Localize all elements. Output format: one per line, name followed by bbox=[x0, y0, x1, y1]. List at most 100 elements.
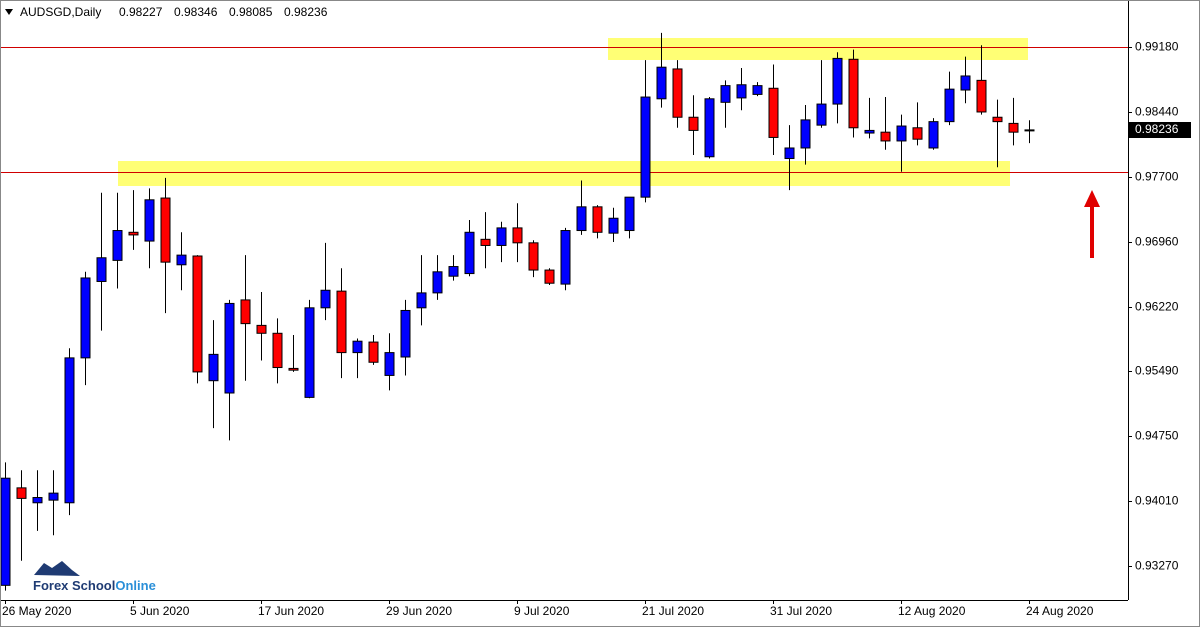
body bbox=[736, 84, 747, 99]
body bbox=[352, 340, 363, 354]
body bbox=[144, 199, 155, 242]
body bbox=[320, 289, 331, 309]
header-open: 0.98227 bbox=[119, 5, 163, 19]
support-zone bbox=[118, 161, 1010, 186]
body bbox=[112, 230, 123, 261]
logo-text: Forex SchoolOnline bbox=[33, 578, 156, 593]
body bbox=[592, 206, 603, 233]
body bbox=[480, 238, 491, 246]
body bbox=[32, 497, 43, 504]
body bbox=[448, 266, 459, 277]
x-tick-label: 31 Jul 2020 bbox=[770, 604, 832, 618]
body bbox=[496, 227, 507, 246]
body bbox=[192, 255, 203, 373]
y-tick-label: 0.96220 bbox=[1135, 300, 1179, 314]
body bbox=[912, 127, 923, 140]
body bbox=[560, 230, 571, 285]
logo-icon bbox=[34, 561, 80, 576]
body bbox=[384, 352, 395, 376]
header-high: 0.98346 bbox=[174, 5, 218, 19]
body bbox=[128, 231, 139, 236]
y-tick-label: 0.94750 bbox=[1135, 429, 1179, 443]
body bbox=[304, 307, 315, 398]
body bbox=[576, 206, 587, 232]
body bbox=[640, 96, 651, 198]
y-tick-label: 0.93270 bbox=[1135, 559, 1179, 573]
body bbox=[976, 79, 987, 113]
resistance-zone bbox=[608, 38, 1028, 60]
logo-word: Online bbox=[115, 578, 155, 593]
body bbox=[64, 357, 75, 504]
body bbox=[1024, 129, 1035, 132]
y-tick-label: 0.99180 bbox=[1135, 40, 1179, 54]
body bbox=[0, 477, 11, 586]
arrow bbox=[1084, 190, 1100, 258]
body bbox=[752, 85, 763, 95]
body bbox=[608, 217, 619, 234]
body bbox=[624, 196, 635, 232]
body bbox=[160, 197, 171, 263]
body bbox=[416, 292, 427, 309]
body bbox=[688, 116, 699, 131]
body bbox=[400, 309, 411, 358]
y-tick-label: 0.96960 bbox=[1135, 235, 1179, 249]
body bbox=[720, 85, 731, 103]
y-tick-label: 0.97700 bbox=[1135, 170, 1179, 184]
body bbox=[944, 88, 955, 123]
body bbox=[16, 487, 27, 499]
x-tick-label: 5 Jun 2020 bbox=[130, 604, 190, 618]
body bbox=[288, 367, 299, 371]
body bbox=[512, 227, 523, 244]
x-tick-label: 21 Jul 2020 bbox=[642, 604, 704, 618]
body bbox=[464, 231, 475, 275]
x-tick-label: 17 Jun 2020 bbox=[258, 604, 324, 618]
body bbox=[176, 254, 187, 266]
body bbox=[768, 87, 779, 138]
price-label: 0.98236 bbox=[1135, 122, 1179, 136]
body bbox=[864, 129, 875, 134]
x-tick-label: 12 Aug 2020 bbox=[898, 604, 966, 618]
body bbox=[240, 299, 251, 325]
body bbox=[48, 492, 59, 501]
body bbox=[704, 98, 715, 158]
body bbox=[224, 302, 235, 394]
arrow-head bbox=[1084, 190, 1100, 207]
logo-word: Forex School bbox=[33, 578, 115, 593]
plot bbox=[0, 32, 1128, 591]
price-label-box bbox=[1129, 122, 1191, 138]
logo: Forex SchoolOnline bbox=[33, 561, 156, 593]
x-tick-label: 29 Jun 2020 bbox=[386, 604, 452, 618]
body bbox=[432, 271, 443, 294]
x-tick-label: 9 Jul 2020 bbox=[514, 604, 570, 618]
header-close: 0.98236 bbox=[284, 5, 328, 19]
menu-triangle bbox=[5, 9, 13, 15]
body bbox=[368, 341, 379, 363]
body bbox=[800, 119, 811, 149]
body bbox=[256, 324, 267, 334]
zones bbox=[118, 38, 1028, 186]
body bbox=[880, 131, 891, 142]
y-tick-label: 0.94010 bbox=[1135, 494, 1179, 508]
body bbox=[528, 242, 539, 271]
body bbox=[656, 66, 667, 100]
x-tick-label: 24 Aug 2020 bbox=[1026, 604, 1094, 618]
body bbox=[96, 257, 107, 282]
body bbox=[336, 290, 347, 354]
body bbox=[832, 57, 843, 105]
body bbox=[208, 353, 219, 382]
body bbox=[816, 103, 827, 126]
body bbox=[272, 332, 283, 369]
body bbox=[1008, 122, 1019, 133]
body bbox=[928, 121, 939, 149]
body bbox=[848, 58, 859, 129]
body bbox=[80, 277, 91, 359]
body bbox=[896, 125, 907, 142]
body bbox=[672, 68, 683, 118]
body bbox=[784, 147, 795, 160]
x-tick-label: 26 May 2020 bbox=[2, 604, 72, 618]
header-low: 0.98085 bbox=[229, 5, 273, 19]
body bbox=[544, 269, 555, 284]
